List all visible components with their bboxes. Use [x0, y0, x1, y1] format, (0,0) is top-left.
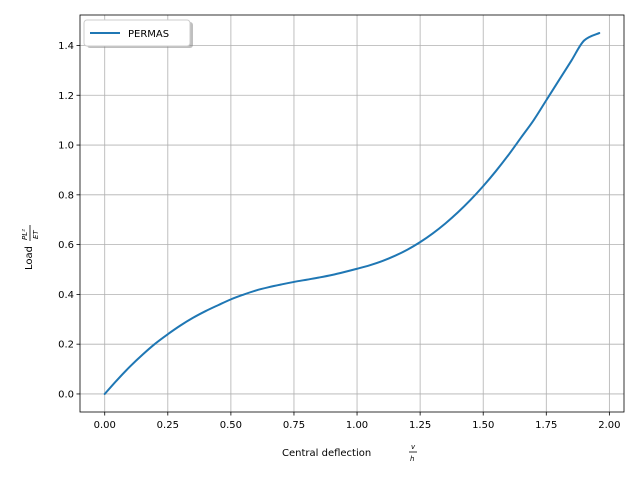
x-tick-label: 0.00: [94, 420, 116, 431]
series-line-permas: [103, 32, 601, 395]
y-tick-label: 1.2: [58, 91, 74, 102]
grid: [80, 15, 624, 412]
y-axis-label: Load PL² ET: [21, 225, 40, 270]
x-tick-label: 1.50: [472, 420, 494, 431]
legend: PERMAS: [83, 19, 193, 48]
x-tick-label: 0.50: [220, 420, 242, 431]
y-axis-label-fraction-denominator: ET: [32, 230, 40, 239]
y-tick-label: 1.4: [58, 41, 74, 52]
y-tick-label: 0.4: [58, 290, 74, 301]
y-axis-label-text: Load: [24, 246, 35, 270]
y-axis-label-fraction-numerator: PL²: [21, 229, 29, 240]
x-tick-label: 0.25: [157, 420, 179, 431]
legend-label-permas: PERMAS: [128, 29, 169, 40]
x-tick-label: 0.75: [283, 420, 305, 431]
x-tick-label: 1.25: [409, 420, 431, 431]
y-tick-label: 0.2: [58, 340, 74, 351]
x-tick-label: 1.00: [346, 420, 368, 431]
axes-frame: [79, 14, 625, 413]
x-axis-label-text: Central deflection: [282, 448, 371, 459]
y-tick-label: 0.0: [58, 389, 74, 400]
x-tick-label: 2.00: [598, 420, 620, 431]
x-axis-label: Central deflection v h: [282, 443, 417, 463]
ticks: 0.00 0.25 0.50 0.75 1.00 1.25 1.50 1.75 2.00 0.0 0…: [58, 41, 620, 431]
y-tick-label: 1.0: [58, 141, 74, 152]
y-tick-label: 0.8: [58, 190, 74, 201]
x-tick-label: 1.75: [535, 420, 557, 431]
x-axis-label-fraction-denominator: h: [410, 455, 414, 463]
legend-box: [83, 19, 191, 47]
x-axis-label-fraction-numerator: v: [411, 443, 416, 451]
y-tick-label: 0.6: [58, 240, 74, 251]
